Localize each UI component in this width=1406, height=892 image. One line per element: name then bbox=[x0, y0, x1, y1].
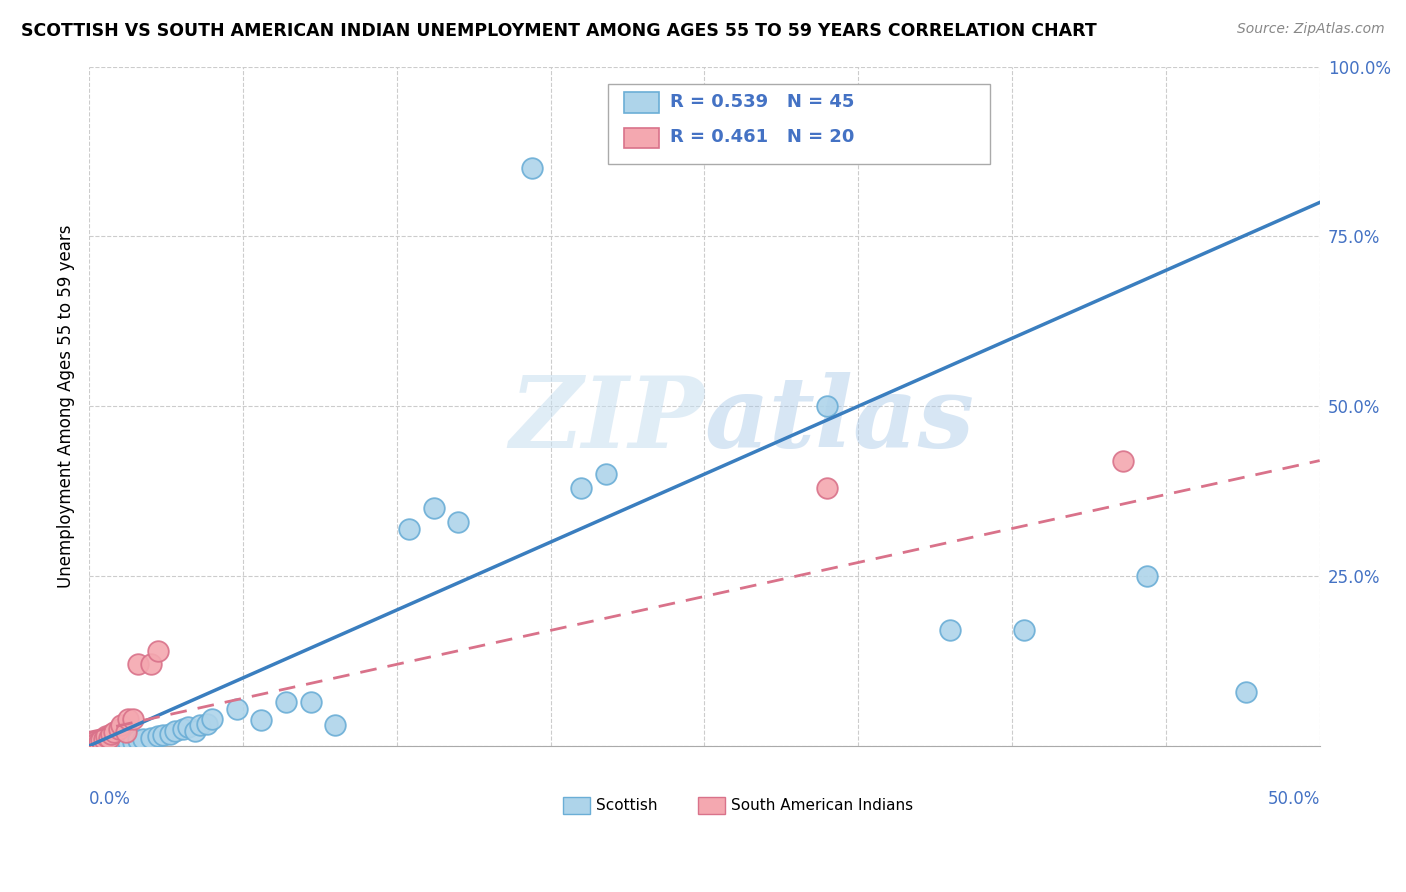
Point bbox=[110, 718, 132, 732]
Text: atlas: atlas bbox=[704, 372, 974, 468]
Point bbox=[139, 657, 162, 672]
Point bbox=[93, 738, 115, 752]
Text: R = 0.461   N = 20: R = 0.461 N = 20 bbox=[669, 128, 855, 146]
Point bbox=[107, 737, 129, 751]
Point bbox=[139, 731, 162, 745]
Point bbox=[250, 713, 273, 727]
Point bbox=[96, 729, 118, 743]
Text: ZIP: ZIP bbox=[509, 372, 704, 468]
Point bbox=[815, 481, 838, 495]
Point bbox=[103, 725, 125, 739]
Point bbox=[87, 735, 110, 749]
Point bbox=[422, 501, 444, 516]
Point bbox=[569, 481, 592, 495]
Point bbox=[1112, 453, 1135, 467]
Point bbox=[274, 695, 297, 709]
Point bbox=[1234, 684, 1257, 698]
Text: 50.0%: 50.0% bbox=[1267, 790, 1320, 808]
Point bbox=[122, 712, 145, 726]
Point bbox=[115, 725, 138, 739]
Point bbox=[172, 722, 194, 736]
Point bbox=[146, 729, 169, 743]
Point bbox=[80, 737, 103, 751]
Text: 0.0%: 0.0% bbox=[89, 790, 131, 808]
Point bbox=[815, 399, 838, 413]
Bar bbox=[562, 797, 591, 814]
Point bbox=[195, 717, 218, 731]
Point bbox=[595, 467, 617, 482]
Point bbox=[1014, 624, 1036, 638]
Point bbox=[103, 736, 125, 750]
Point bbox=[127, 657, 149, 672]
Point bbox=[188, 718, 211, 732]
Point bbox=[80, 738, 103, 752]
Point bbox=[122, 735, 145, 749]
Point bbox=[86, 736, 108, 750]
Text: R = 0.539   N = 45: R = 0.539 N = 45 bbox=[669, 93, 855, 111]
FancyBboxPatch shape bbox=[609, 84, 990, 164]
Point bbox=[159, 726, 181, 740]
Point bbox=[90, 735, 112, 749]
Point bbox=[93, 732, 115, 747]
Point bbox=[107, 722, 129, 736]
Point bbox=[87, 738, 110, 752]
Point bbox=[117, 735, 139, 749]
Point bbox=[86, 738, 108, 752]
Point bbox=[447, 515, 470, 529]
Point bbox=[520, 161, 543, 176]
Point bbox=[1136, 569, 1159, 583]
Point bbox=[201, 712, 224, 726]
Point bbox=[83, 735, 105, 749]
Point bbox=[398, 521, 420, 535]
Point bbox=[115, 736, 138, 750]
Y-axis label: Unemployment Among Ages 55 to 59 years: Unemployment Among Ages 55 to 59 years bbox=[58, 225, 75, 588]
Point bbox=[117, 712, 139, 726]
Point bbox=[176, 720, 198, 734]
Point bbox=[96, 736, 118, 750]
Point bbox=[152, 728, 174, 742]
Point bbox=[939, 624, 962, 638]
Point bbox=[323, 718, 346, 732]
Point bbox=[97, 737, 120, 751]
Point bbox=[132, 732, 155, 747]
Text: Scottish: Scottish bbox=[596, 798, 658, 814]
Point bbox=[165, 723, 187, 738]
Point bbox=[90, 733, 112, 747]
Point bbox=[110, 735, 132, 749]
Text: South American Indians: South American Indians bbox=[731, 798, 914, 814]
Text: SCOTTISH VS SOUTH AMERICAN INDIAN UNEMPLOYMENT AMONG AGES 55 TO 59 YEARS CORRELA: SCOTTISH VS SOUTH AMERICAN INDIAN UNEMPL… bbox=[21, 22, 1097, 40]
Point bbox=[299, 695, 322, 709]
Bar bbox=[699, 797, 725, 814]
Bar bbox=[624, 128, 659, 148]
Point bbox=[100, 735, 122, 749]
Point bbox=[90, 737, 112, 751]
Point bbox=[100, 726, 122, 740]
Point bbox=[184, 723, 207, 738]
Point bbox=[97, 731, 120, 745]
Point bbox=[146, 644, 169, 658]
Bar bbox=[624, 93, 659, 112]
Point bbox=[127, 733, 149, 747]
Point bbox=[83, 737, 105, 751]
Text: Source: ZipAtlas.com: Source: ZipAtlas.com bbox=[1237, 22, 1385, 37]
Point bbox=[225, 701, 247, 715]
